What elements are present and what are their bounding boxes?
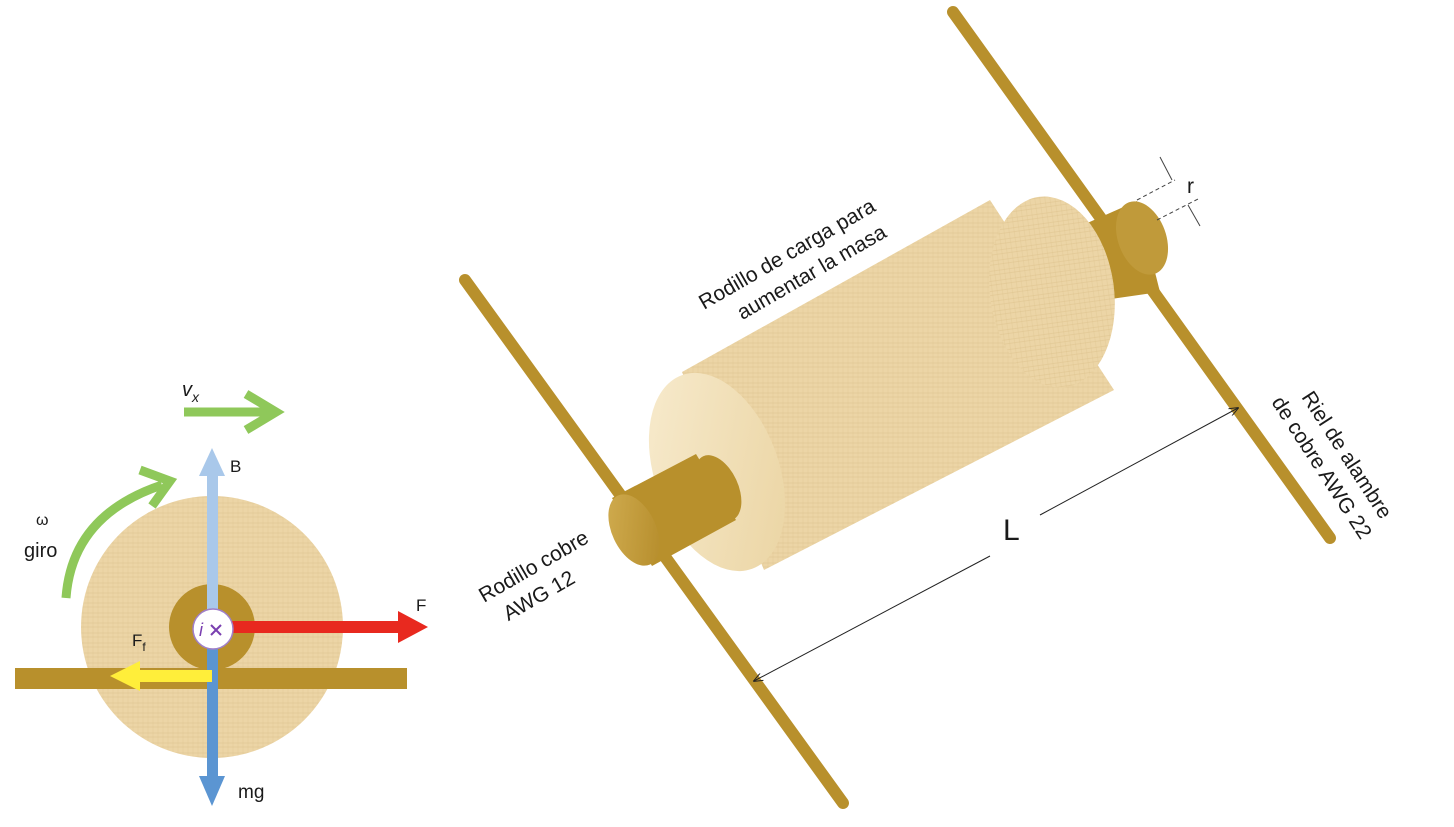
length-label: L [1003,514,1020,547]
friction-arrow [110,661,212,691]
weight-arrow [199,647,225,806]
isometric-view: L r Rodillo de carga para aumentar la ma… [459,6,1400,809]
copper-axle-left [608,454,742,566]
rotation-label: giro [24,540,57,562]
friction-label: Ff [132,631,146,654]
velocity-arrow [184,390,285,434]
magnetic-field-arrow [199,448,225,609]
rotation-arrow [61,465,178,599]
into-page-icon [210,624,222,636]
current-label: i [199,620,204,640]
radius-label: r [1187,175,1194,198]
side-view: i vx ω giro B F Ff mg [15,379,428,806]
weight-label: mg [238,782,264,803]
force-arrow [232,611,428,643]
copper-roller-label: Rodillo cobre AWG 12 [475,523,612,631]
rail-label: Riel de alambre de cobre AWG 22 [1267,377,1400,543]
magnetic-field-label: B [230,457,241,476]
current-marker [192,608,234,650]
omega-label: ω [36,512,49,529]
length-dimension [754,408,1238,681]
copper-axle-end-face [608,494,660,566]
velocity-label: vx [182,379,200,405]
radius-dimension [1136,156,1201,227]
force-label: F [416,596,426,615]
